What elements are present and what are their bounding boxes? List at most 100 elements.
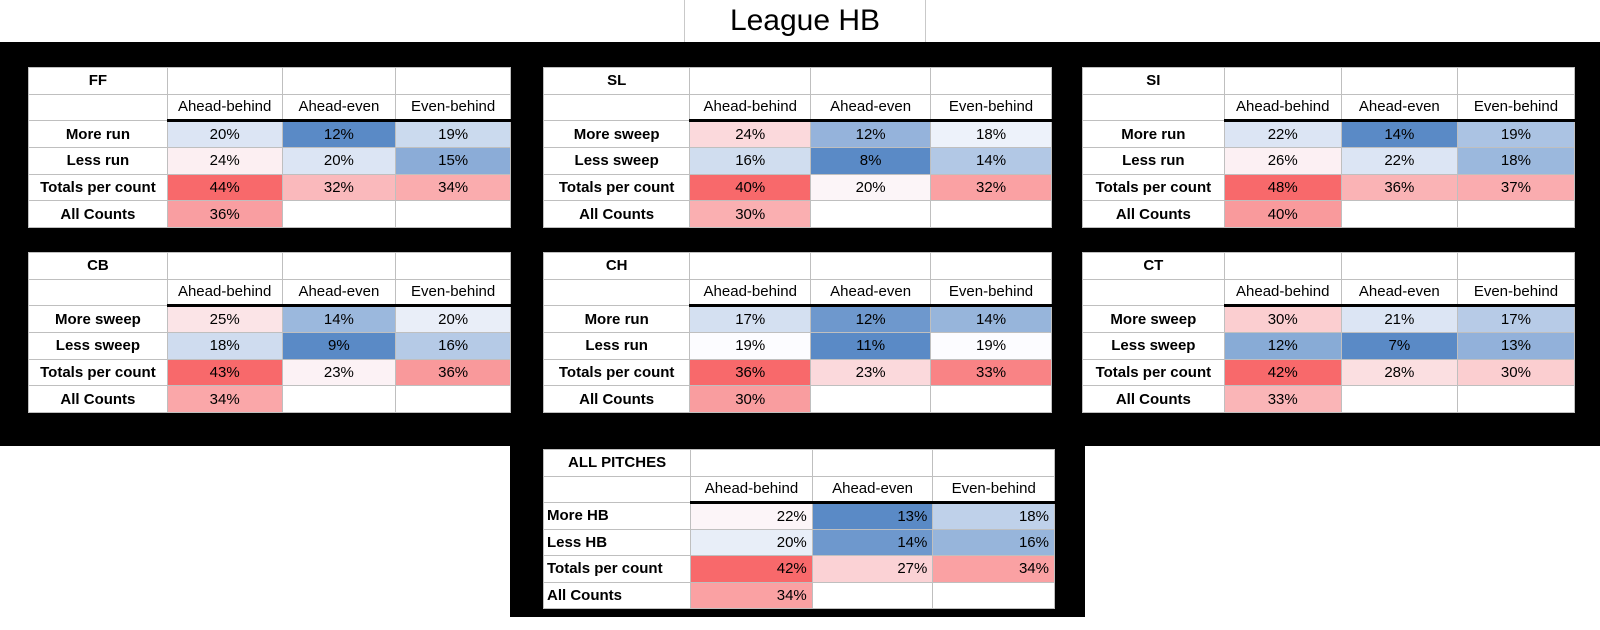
empty-cell [542, 278, 691, 307]
page-title: League HB [729, 4, 881, 37]
heat-cell: 48% [1223, 173, 1342, 202]
empty-cell [689, 252, 812, 280]
heat-cell: 15% [395, 146, 511, 175]
heat-cell: 22% [1223, 120, 1342, 148]
empty-cell [28, 278, 168, 307]
heat-cell: 18% [930, 120, 1052, 148]
row-label: Less run [1082, 146, 1225, 175]
heat-cell: 30% [1456, 358, 1576, 387]
empty-cell [395, 67, 511, 95]
heat-cell: 34% [932, 555, 1055, 583]
heat-cell: 8% [810, 146, 932, 175]
column-header: Ahead-behind [1223, 278, 1342, 308]
pitch-table-sl: SL Ahead-behind Ahead-even Even-behind More … [542, 67, 1052, 228]
empty-cell [1082, 93, 1225, 122]
heat-cell: 9% [281, 331, 397, 360]
column-header: Ahead-even [1340, 278, 1458, 308]
empty-cell [1223, 67, 1342, 95]
column-header: Ahead-even [281, 93, 397, 123]
row-label: Less HB [542, 528, 692, 556]
pitch-table-cb: CB Ahead-behind Ahead-even Even-behind More … [28, 252, 511, 413]
heat-cell [932, 581, 1055, 609]
heatmap-table: ALL PITCHES Ahead-behind Ahead-even Even-be… [542, 449, 1055, 609]
heat-cell: 36% [166, 200, 283, 228]
column-header: Ahead-behind [166, 93, 283, 123]
empty-cell [395, 252, 511, 280]
column-header: Even-behind [395, 278, 511, 308]
row-label: Totals per count [1082, 173, 1225, 202]
row-label: Less run [542, 331, 691, 360]
empty-cell [810, 67, 932, 95]
heatmap-table: SL Ahead-behind Ahead-even Even-behind More … [542, 67, 1052, 228]
heat-cell [395, 200, 511, 228]
column-header: Even-behind [932, 475, 1055, 504]
heat-cell: 37% [1456, 173, 1576, 202]
heat-cell: 23% [810, 358, 932, 387]
row-label: Totals per count [542, 173, 691, 202]
row-label: Totals per count [542, 555, 692, 583]
heatmap-table: CB Ahead-behind Ahead-even Even-behind More … [28, 252, 511, 413]
row-label: Less sweep [28, 331, 168, 360]
table-title: SL [542, 67, 691, 95]
empty-cell [1340, 67, 1458, 95]
heat-cell [281, 200, 397, 228]
heat-cell: 25% [166, 305, 283, 333]
heat-cell [1456, 385, 1576, 413]
heat-cell: 42% [690, 555, 813, 583]
row-label: Totals per count [542, 358, 691, 387]
column-header: Ahead-behind [690, 475, 813, 504]
row-label: All Counts [1082, 385, 1225, 413]
heat-cell: 40% [689, 173, 812, 202]
table-title: CB [28, 252, 168, 280]
heat-cell: 32% [281, 173, 397, 202]
row-label: Less sweep [1082, 331, 1225, 360]
column-header: Even-behind [930, 93, 1052, 123]
page-title-box: League HB [684, 0, 926, 42]
column-header: Even-behind [1456, 278, 1576, 308]
row-label: More run [542, 305, 691, 333]
heat-cell: 17% [689, 305, 812, 333]
column-header: Ahead-even [811, 475, 934, 504]
heat-cell: 19% [930, 331, 1052, 360]
pitch-table-ch: CH Ahead-behind Ahead-even Even-behind More … [542, 252, 1052, 413]
row-label: All Counts [542, 200, 691, 228]
empty-cell [1456, 67, 1576, 95]
heat-cell [395, 385, 511, 413]
heat-cell: 13% [1456, 331, 1576, 360]
row-label: All Counts [542, 385, 691, 413]
row-label: Less sweep [542, 146, 691, 175]
empty-cell [1456, 252, 1576, 280]
heat-cell [1456, 200, 1576, 228]
table-title: CT [1082, 252, 1225, 280]
table-title: SI [1082, 67, 1225, 95]
heat-cell: 16% [395, 331, 511, 360]
table-title: CH [542, 252, 691, 280]
heat-cell: 42% [1223, 358, 1342, 387]
row-label: Totals per count [28, 173, 168, 202]
heat-cell: 17% [1456, 305, 1576, 333]
column-header: Ahead-even [281, 278, 397, 308]
heat-cell: 20% [281, 146, 397, 175]
empty-cell [166, 252, 283, 280]
heat-cell: 16% [689, 146, 812, 175]
column-header: Ahead-behind [689, 278, 812, 308]
row-label: Less run [28, 146, 168, 175]
empty-cell [932, 449, 1055, 477]
heat-cell: 7% [1340, 331, 1458, 360]
row-label: Totals per count [28, 358, 168, 387]
heat-cell: 34% [690, 581, 813, 609]
heat-cell: 33% [1223, 385, 1342, 413]
heat-cell: 33% [930, 358, 1052, 387]
column-header: Ahead-behind [689, 93, 812, 123]
row-label: More HB [542, 502, 692, 530]
heat-cell: 30% [689, 385, 812, 413]
heat-cell: 11% [810, 331, 932, 360]
empty-cell [1082, 278, 1225, 307]
heat-cell: 14% [281, 305, 397, 333]
heat-cell: 36% [1340, 173, 1458, 202]
row-label: All Counts [28, 200, 168, 228]
empty-cell [930, 67, 1052, 95]
empty-cell [28, 93, 168, 122]
heat-cell: 13% [811, 502, 934, 530]
heat-cell: 12% [1223, 331, 1342, 360]
